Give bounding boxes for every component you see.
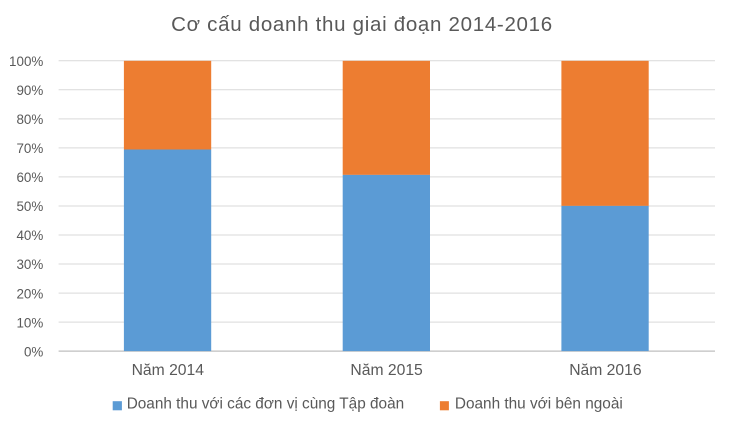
svg-text:40%: 40% — [16, 228, 43, 243]
svg-text:90%: 90% — [16, 83, 43, 98]
svg-text:Năm 2016: Năm 2016 — [569, 362, 642, 379]
svg-text:Năm 2014: Năm 2014 — [132, 362, 205, 379]
svg-text:10%: 10% — [16, 315, 43, 330]
svg-text:70%: 70% — [16, 141, 43, 156]
svg-text:100%: 100% — [9, 54, 43, 69]
svg-text:60%: 60% — [16, 170, 43, 185]
svg-text:20%: 20% — [16, 286, 43, 301]
svg-text:Cơ cấu doanh thu giai đoạn 201: Cơ cấu doanh thu giai đoạn 2014-2016 — [171, 13, 553, 36]
svg-text:30%: 30% — [16, 257, 43, 272]
svg-text:Năm 2015: Năm 2015 — [350, 362, 423, 379]
svg-text:Doanh thu với bên ngoài: Doanh thu với bên ngoài — [455, 396, 623, 413]
svg-text:Doanh thu với các đơn vị cùng: Doanh thu với các đơn vị cùng Tập đoàn — [127, 396, 404, 413]
svg-text:50%: 50% — [16, 199, 43, 214]
svg-text:0%: 0% — [24, 344, 43, 359]
svg-text:80%: 80% — [16, 112, 43, 127]
